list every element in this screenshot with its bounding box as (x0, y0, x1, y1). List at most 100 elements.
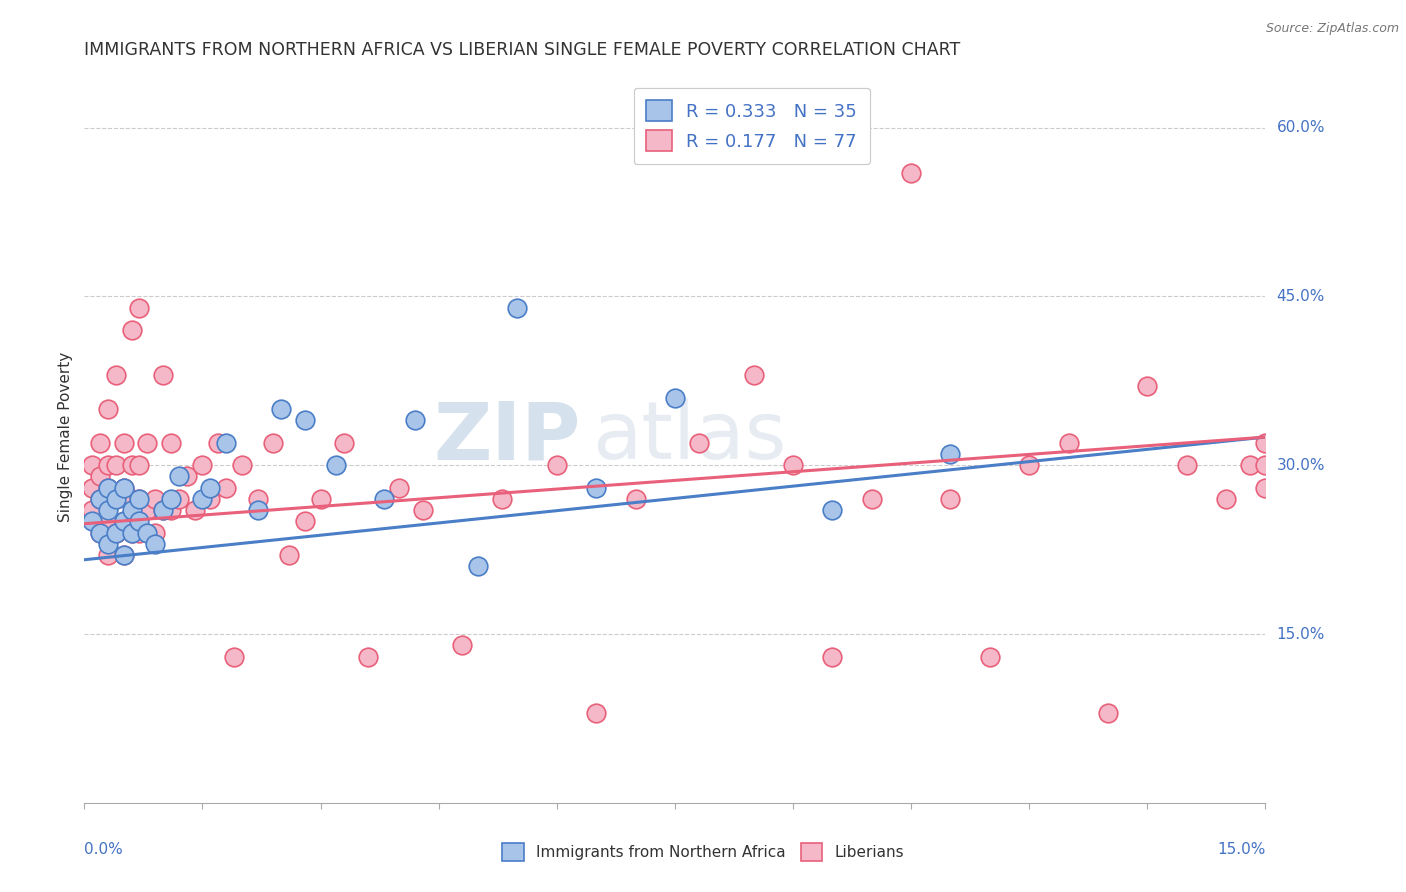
Point (325, 458, 347, 473)
Point (624, 491, 647, 506)
Point (939, 491, 962, 506)
Point (467, 559, 489, 574)
Point (1215, 491, 1237, 506)
Point (82, 481, 104, 495)
Point (167, 469, 190, 483)
Point (821, 503, 844, 517)
Point (1254, 435, 1277, 450)
Point (121, 525, 143, 540)
Point (112, 548, 135, 562)
Point (688, 435, 710, 450)
Point (128, 491, 150, 506)
Point (294, 515, 316, 529)
Point (176, 469, 198, 483)
Point (404, 413, 426, 427)
Point (183, 503, 205, 517)
Point (1018, 458, 1040, 473)
Text: 0.0%: 0.0% (84, 842, 124, 856)
Text: 60.0%: 60.0% (1277, 120, 1324, 135)
Point (97, 481, 120, 495)
Point (152, 503, 174, 517)
Point (491, 491, 513, 506)
Point (231, 458, 253, 473)
Point (104, 491, 127, 506)
Point (388, 481, 411, 495)
Point (89, 435, 111, 450)
Point (939, 447, 962, 461)
Point (167, 491, 190, 506)
Text: atlas: atlas (592, 398, 786, 476)
Point (128, 515, 150, 529)
Point (979, 649, 1001, 664)
Text: ZIP: ZIP (433, 398, 581, 476)
Point (112, 515, 135, 529)
Point (136, 435, 159, 450)
Point (82, 503, 104, 517)
Point (200, 491, 222, 506)
Point (1254, 458, 1277, 473)
Point (333, 435, 356, 450)
Point (97, 515, 120, 529)
Point (246, 491, 269, 506)
Point (128, 525, 150, 540)
Point (136, 503, 159, 517)
Point (246, 503, 269, 517)
Y-axis label: Single Female Poverty: Single Female Poverty (58, 352, 73, 522)
Point (782, 458, 804, 473)
Point (89, 491, 111, 506)
Point (104, 525, 127, 540)
Point (262, 435, 284, 450)
Point (860, 491, 883, 506)
Point (270, 401, 292, 416)
Point (412, 503, 434, 517)
Point (97, 537, 120, 551)
Point (664, 391, 686, 405)
Point (112, 481, 135, 495)
Point (215, 435, 238, 450)
Point (104, 458, 127, 473)
Point (128, 491, 150, 506)
Point (97, 458, 120, 473)
Point (742, 368, 765, 383)
Point (104, 525, 127, 540)
Point (97, 548, 120, 562)
Point (121, 525, 143, 540)
Point (222, 649, 245, 664)
Legend: Immigrants from Northern Africa, Liberians: Immigrants from Northern Africa, Liberia… (495, 836, 911, 868)
Point (97, 503, 120, 517)
Text: IMMIGRANTS FROM NORTHERN AFRICA VS LIBERIAN SINGLE FEMALE POVERTY CORRELATION CH: IMMIGRANTS FROM NORTHERN AFRICA VS LIBER… (84, 41, 960, 59)
Text: 30.0%: 30.0% (1277, 458, 1324, 473)
Point (121, 491, 143, 506)
Point (278, 548, 301, 562)
Point (112, 435, 135, 450)
Point (1175, 458, 1198, 473)
Point (585, 706, 607, 720)
Point (128, 301, 150, 315)
Legend: R = 0.333   N = 35, R = 0.177   N = 77: R = 0.333 N = 35, R = 0.177 N = 77 (634, 87, 869, 164)
Point (160, 435, 183, 450)
Point (900, 166, 922, 180)
Point (821, 649, 844, 664)
Point (451, 638, 474, 652)
Point (112, 548, 135, 562)
Point (585, 481, 607, 495)
Text: 15.0%: 15.0% (1218, 842, 1265, 856)
Point (160, 491, 183, 506)
Point (143, 537, 166, 551)
Point (121, 503, 143, 517)
Point (200, 481, 222, 495)
Point (121, 458, 143, 473)
Text: 15.0%: 15.0% (1277, 626, 1324, 641)
Point (309, 491, 332, 506)
Point (89, 525, 111, 540)
Point (112, 481, 135, 495)
Point (89, 525, 111, 540)
Point (104, 491, 127, 506)
Point (191, 491, 214, 506)
Point (97, 481, 120, 495)
Point (357, 649, 380, 664)
Point (143, 491, 166, 506)
Point (82, 515, 104, 529)
Point (1254, 481, 1277, 495)
Point (1057, 435, 1080, 450)
